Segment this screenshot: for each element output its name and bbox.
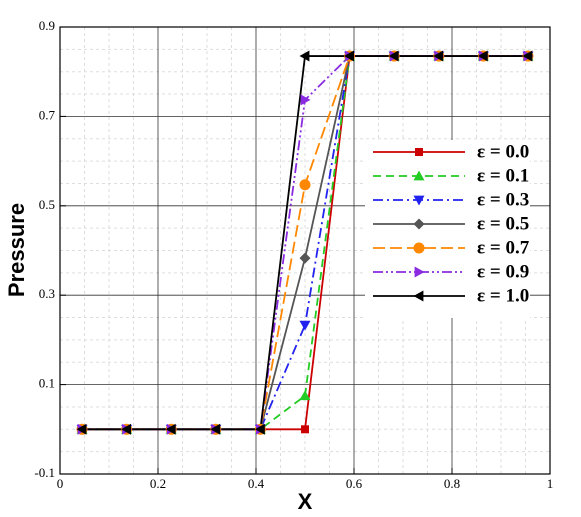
y-tick-label: 0.5 [39, 197, 55, 212]
legend-label: ε = 0.9 [477, 261, 529, 282]
y-tick-label: -0.1 [34, 465, 55, 480]
legend-label: ε = 0.3 [477, 189, 529, 210]
legend-label: ε = 1.0 [477, 285, 529, 306]
marker [299, 320, 311, 331]
x-axis-label: X [298, 489, 313, 514]
x-tick-label: 0.4 [248, 476, 265, 491]
marker [210, 423, 221, 435]
marker [344, 50, 354, 62]
x-tick-label: 0 [57, 476, 64, 491]
y-axis-label: Pressure [4, 203, 29, 297]
marker [301, 425, 309, 434]
y-tick-label: 0.3 [39, 286, 55, 301]
marker [388, 50, 399, 62]
marker [477, 50, 488, 62]
marker [433, 50, 444, 62]
y-tick-label: 0.1 [39, 376, 55, 391]
marker [522, 50, 533, 62]
marker [299, 179, 311, 191]
marker [300, 94, 311, 106]
legend-marker [413, 195, 425, 206]
marker [76, 423, 87, 435]
legend-marker [413, 218, 425, 230]
legend-box [365, 140, 530, 318]
marker [165, 423, 176, 435]
legend-label: ε = 0.1 [477, 165, 529, 186]
legend-marker [414, 266, 425, 278]
y-tick-label: 0.9 [39, 18, 55, 33]
y-tick-label: 0.7 [39, 107, 56, 122]
x-tick-label: 0.8 [444, 476, 460, 491]
x-tick-label: 0.6 [346, 476, 363, 491]
legend-marker [413, 290, 424, 302]
legend-marker [413, 242, 425, 254]
legend-marker [413, 170, 425, 181]
marker [121, 423, 132, 435]
plot-frame [59, 26, 551, 475]
marker [299, 50, 310, 62]
marker [299, 252, 311, 264]
x-tick-label: 0.2 [150, 476, 166, 491]
marker [254, 423, 265, 435]
legend-marker [415, 148, 423, 156]
legend-label: ε = 0.7 [477, 237, 530, 258]
x-tick-label: 1 [547, 476, 554, 491]
legend-label: ε = 0.0 [477, 141, 529, 162]
marker [299, 390, 311, 401]
legend-label: ε = 0.5 [477, 213, 529, 234]
